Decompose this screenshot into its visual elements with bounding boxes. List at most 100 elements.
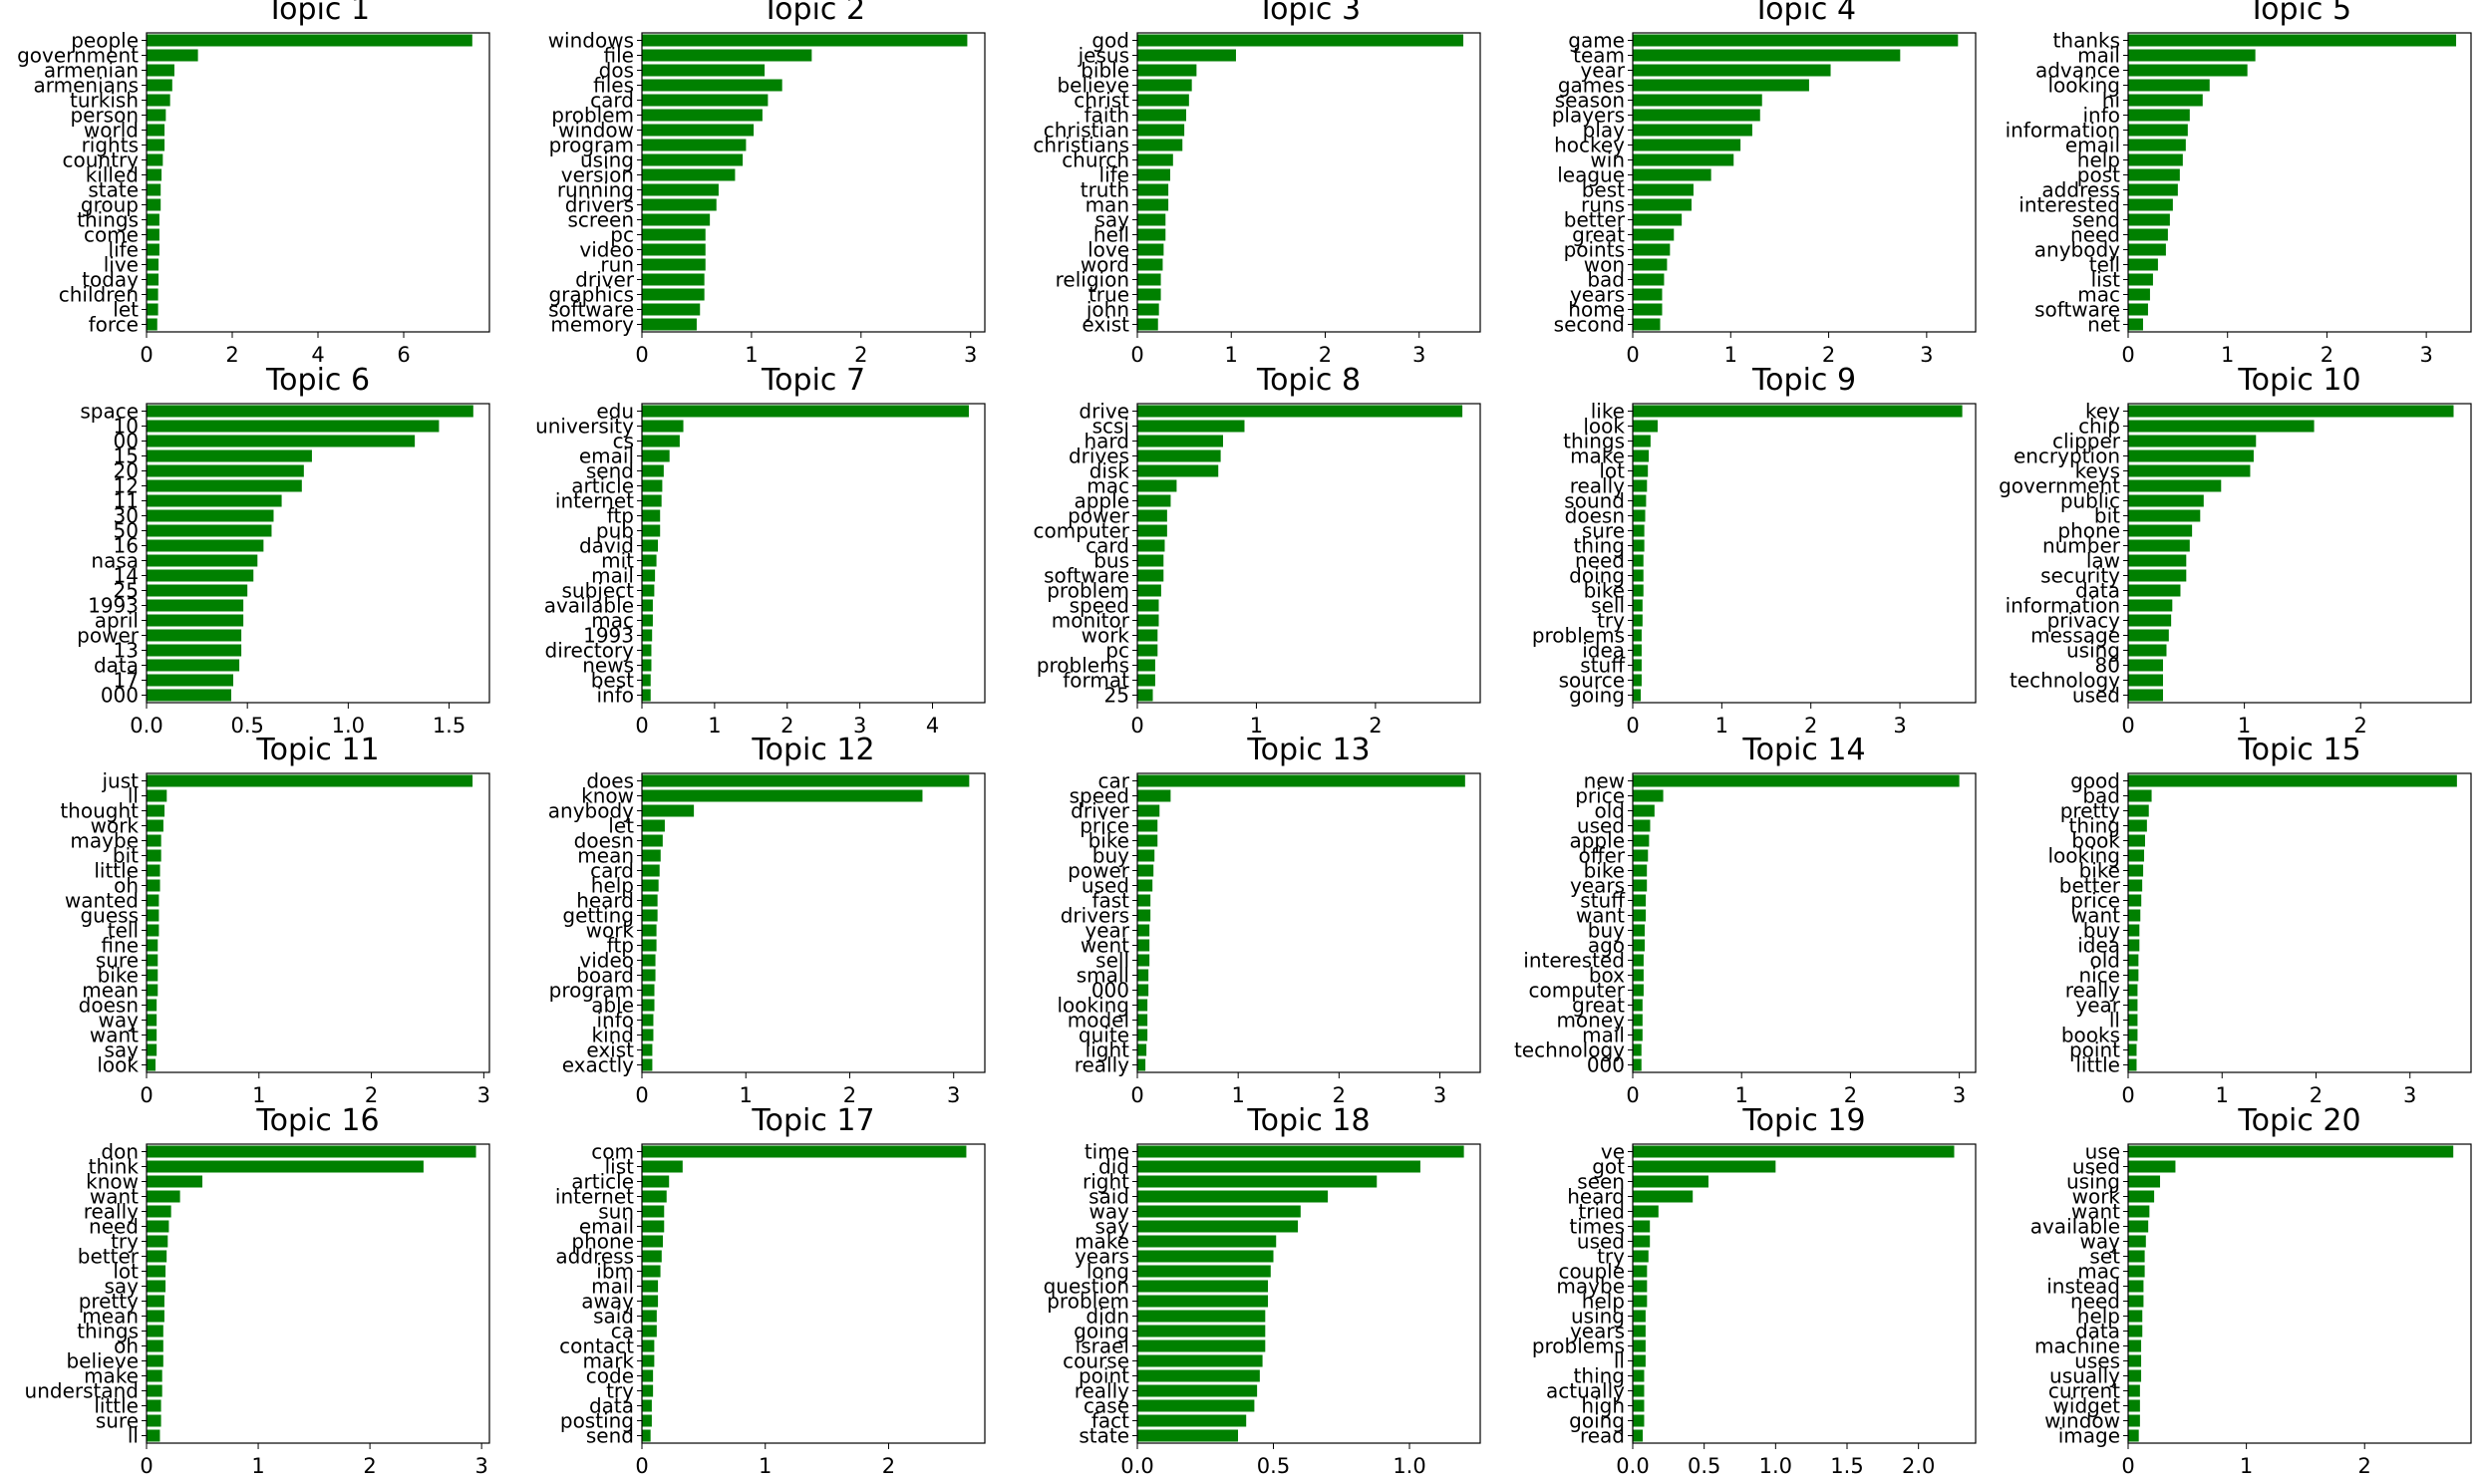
category-label: phone — [2057, 519, 2120, 543]
bar — [1633, 894, 1647, 907]
bar — [1137, 109, 1187, 122]
category-label: problem — [551, 104, 634, 128]
x-tick-label: 3 — [964, 343, 977, 367]
bar — [1633, 94, 1762, 107]
category-label: ago — [1588, 934, 1625, 958]
category-label: advance — [2035, 59, 2120, 83]
bar — [1633, 1414, 1645, 1427]
category-label: like — [1591, 400, 1625, 424]
x-tick-label: 0 — [635, 1454, 648, 1478]
bar — [1137, 819, 1158, 832]
bar — [1633, 64, 1831, 77]
bar — [2128, 1339, 2142, 1352]
bar — [1633, 464, 1649, 477]
category-label: driver — [1071, 799, 1130, 823]
bar — [1633, 789, 1664, 802]
category-label: help — [2077, 148, 2120, 172]
category-label: news — [582, 654, 634, 678]
category-label: thing — [1574, 534, 1625, 558]
category-label: away — [581, 1290, 634, 1314]
plot-frame — [1632, 772, 1977, 1073]
bar — [642, 449, 670, 462]
x-tick-label: 0 — [140, 1083, 153, 1107]
category-label: games — [1558, 74, 1625, 98]
bar — [1633, 1175, 1708, 1188]
category-label: 13 — [114, 639, 139, 663]
bar — [147, 1145, 476, 1158]
bar — [1137, 774, 1465, 787]
bar — [1137, 228, 1166, 241]
bar — [642, 1399, 652, 1412]
bar — [2128, 804, 2149, 817]
bar — [1633, 1295, 1648, 1308]
bar — [642, 1160, 683, 1173]
category-label: season — [1555, 89, 1625, 113]
bar — [1633, 1014, 1643, 1027]
category-label: information — [2006, 119, 2120, 143]
category-label: files — [593, 74, 634, 98]
bar — [1633, 183, 1694, 196]
category-label: speed — [1070, 784, 1129, 808]
bar — [1137, 509, 1167, 522]
bar — [642, 1058, 653, 1071]
category-label: file — [604, 44, 634, 68]
bar — [1633, 153, 1734, 166]
category-label: religion — [1056, 268, 1129, 292]
bar — [2128, 183, 2178, 196]
topic-chart-2: Topic 2 windowsfiledosfilescardproblemwin… — [548, 0, 986, 367]
category-label: time — [1085, 1140, 1129, 1164]
bar — [147, 629, 242, 642]
category-label: thanks — [2053, 29, 2120, 53]
bar — [147, 939, 158, 952]
bar — [147, 954, 158, 967]
bar — [642, 924, 657, 937]
bar — [2128, 303, 2148, 316]
bar — [147, 584, 248, 597]
category-label: armenians — [34, 74, 140, 98]
bar — [1137, 168, 1170, 181]
topic-chart-16: Topic 16 donthinkknowwantreallyneedtrybet… — [25, 1103, 490, 1478]
x-tick-label: 2 — [1369, 714, 1382, 738]
topic-chart-4: Topic 4 gameteamyeargamesseasonplayerspla… — [1552, 0, 1977, 367]
bar — [1137, 153, 1173, 166]
category-label: internet — [555, 489, 634, 513]
x-tick-label: 1.5 — [433, 714, 465, 738]
chart-title: Topic 8 — [1256, 363, 1361, 398]
bar — [1633, 644, 1642, 657]
category-label: lot — [113, 1260, 139, 1284]
topic-chart-8: Topic 8 drivescsiharddrivesdiskmacapplepo… — [1034, 363, 1481, 738]
bar — [147, 1310, 164, 1323]
bar — [1137, 464, 1219, 477]
bar — [1633, 554, 1644, 567]
bar — [147, 864, 160, 877]
category-label: tell — [2089, 253, 2120, 277]
bar — [147, 1280, 166, 1293]
bar — [147, 228, 159, 241]
x-tick-label: 1.0 — [1759, 1454, 1792, 1478]
x-tick-label: 1 — [745, 343, 758, 367]
category-label: problems — [1532, 624, 1625, 648]
bar — [147, 168, 162, 181]
bar — [1633, 228, 1675, 241]
category-label: info — [596, 684, 634, 708]
bar — [642, 1384, 654, 1397]
category-label: thought — [60, 799, 139, 823]
bar — [2128, 894, 2142, 907]
category-label: offer — [1578, 844, 1625, 868]
x-tick-label: 2 — [1319, 343, 1332, 367]
x-tick-label: 2 — [780, 714, 793, 738]
bar — [2128, 909, 2141, 922]
bar — [147, 1339, 163, 1352]
category-label: ll — [128, 1424, 139, 1448]
bar — [1137, 1205, 1301, 1218]
category-label: know — [581, 784, 634, 808]
category-label: software — [1044, 564, 1129, 588]
category-label: mean — [82, 1305, 139, 1329]
bar — [1633, 258, 1668, 271]
category-label: mit — [601, 549, 634, 573]
bar — [1633, 318, 1661, 331]
bar — [1633, 139, 1741, 151]
bar — [147, 153, 163, 166]
plot-frame — [1136, 32, 1481, 333]
category-label: problems — [1037, 654, 1129, 678]
